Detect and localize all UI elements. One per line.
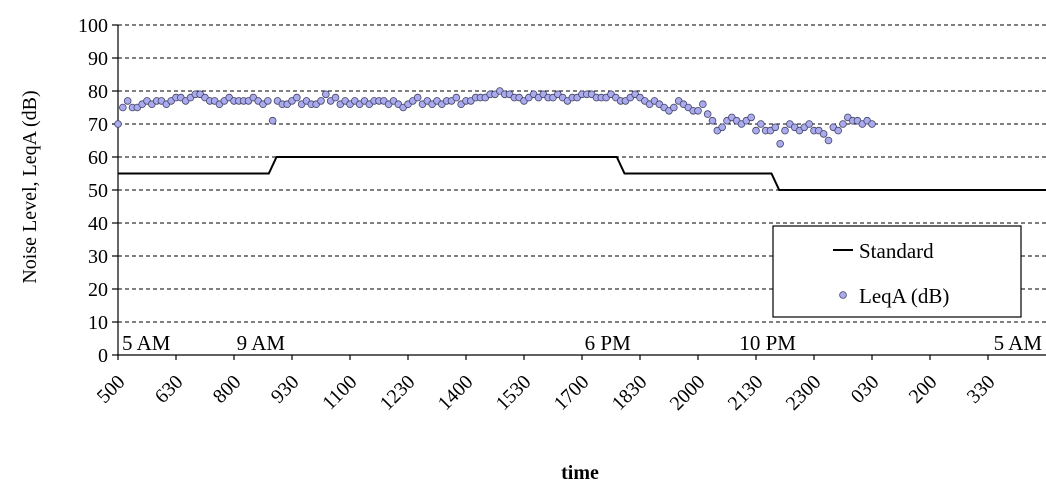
leqa-point <box>747 113 755 122</box>
leqa-point <box>322 90 330 99</box>
leqa-point <box>694 107 702 115</box>
leqa-point <box>264 97 272 105</box>
leqa-point <box>718 123 726 132</box>
leqa-point <box>824 136 833 145</box>
leqa-point <box>317 97 325 105</box>
leqa-point <box>268 116 277 125</box>
annotation-layer: 5 AM 9 AM 6 PM 10 PM 5 AM <box>122 331 1042 355</box>
series-standard-line <box>118 156 1046 191</box>
y-tick-label-10: 10 <box>88 312 108 334</box>
x-tick-label-6: 1400 <box>434 371 478 415</box>
leqa-point <box>757 120 765 128</box>
x-tick-label-10: 2000 <box>666 371 710 415</box>
leqa-point <box>123 97 132 105</box>
y-tick-label-30: 30 <box>88 246 108 268</box>
y-tick-label-100: 100 <box>78 15 108 37</box>
leqa-point <box>331 93 340 102</box>
y-tick-label-0: 0 <box>98 345 108 367</box>
legend-box <box>772 225 1022 318</box>
leqa-point <box>834 126 842 135</box>
leqa-point <box>771 123 780 132</box>
x-tick-label-2: 800 <box>209 371 246 408</box>
y-tick-label-80: 80 <box>88 81 108 103</box>
annotation-1: 9 AM <box>237 331 286 355</box>
leqa-point <box>699 100 707 108</box>
x-tick-label-15: 330 <box>963 371 1000 408</box>
y-tick-label-20: 20 <box>88 279 108 301</box>
leqa-point <box>119 103 127 112</box>
leqa-point <box>776 140 784 148</box>
x-tick-label-3: 930 <box>267 371 304 408</box>
y-tick-label-60: 60 <box>88 147 108 169</box>
x-tick-label-1: 630 <box>151 371 188 408</box>
legend: Standard LeqA (dB) <box>772 225 1022 318</box>
annotation-4: 5 AM <box>994 331 1043 355</box>
series-layer <box>114 87 1046 191</box>
y-tick-label-90: 90 <box>88 48 108 70</box>
leqa-point <box>413 93 422 102</box>
leqa-point <box>839 120 847 128</box>
y-tick-label-70: 70 <box>88 114 108 136</box>
legend-leqa-marker <box>839 291 847 299</box>
leqa-point <box>293 93 301 102</box>
leqa-point <box>819 130 828 138</box>
leqa-point <box>781 126 789 135</box>
x-tick-label-14: 200 <box>905 371 942 408</box>
y-tick-label-50: 50 <box>88 180 108 202</box>
x-tick-label-13: 030 <box>847 371 884 408</box>
x-tick-label-8: 1700 <box>550 371 594 415</box>
x-tick-label-9: 1830 <box>608 371 652 415</box>
x-tick-label-0: 500 <box>93 371 130 408</box>
leqa-point <box>868 120 876 128</box>
annotation-2: 6 PM <box>585 331 631 355</box>
axis-layer: 0 10 20 30 40 50 60 70 80 90 100 500 630 800 930 1100 12… <box>78 15 1046 415</box>
leqa-point <box>452 93 461 102</box>
x-tick-label-7: 1530 <box>492 371 536 415</box>
legend-leqa-label: LeqA (dB) <box>859 284 949 308</box>
leqa-point <box>670 103 678 112</box>
x-tick-label-11: 2130 <box>724 371 768 415</box>
x-tick-label-5: 1230 <box>376 371 420 415</box>
leqa-point <box>703 110 712 118</box>
x-tick-label-4: 1100 <box>318 371 361 414</box>
x-axis-title: time <box>561 462 599 484</box>
x-tick-label-12: 2300 <box>782 371 826 415</box>
leqa-point <box>752 126 760 135</box>
leqa-point <box>114 120 122 128</box>
leqa-point <box>708 116 717 125</box>
y-axis-title: Noise Level, LeqA (dB) <box>19 90 41 283</box>
leqa-point <box>805 120 813 128</box>
annotation-0: 5 AM <box>122 331 171 355</box>
y-tick-label-40: 40 <box>88 213 108 235</box>
annotation-3: 10 PM <box>739 331 796 355</box>
legend-standard-label: Standard <box>859 239 934 263</box>
